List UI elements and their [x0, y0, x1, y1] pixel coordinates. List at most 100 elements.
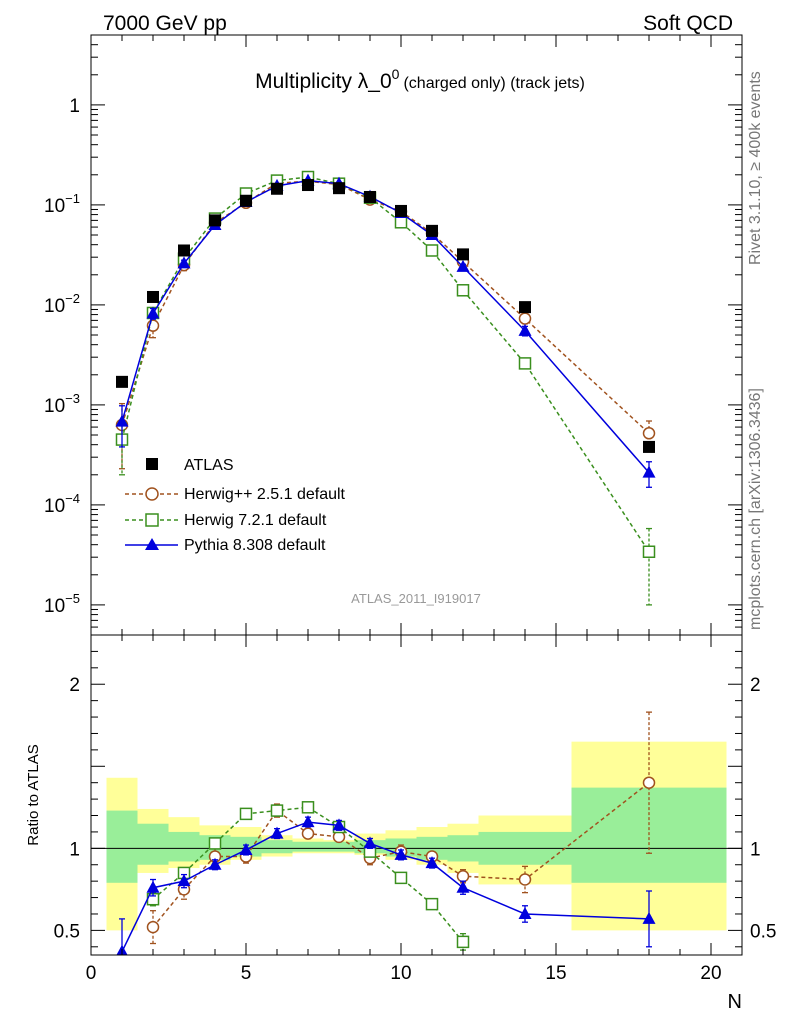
- title-rest: (charged only) (track jets): [403, 75, 584, 92]
- x-tick-label: 0: [86, 963, 97, 984]
- green-band-bin: [323, 841, 355, 852]
- herwigpp-point: [456, 869, 470, 883]
- x-tick-label: 20: [700, 963, 721, 984]
- herwig7-point: [270, 804, 284, 817]
- herwigpp-point: [642, 427, 656, 440]
- pythia-point: [394, 847, 408, 860]
- pythia-point: [115, 414, 129, 427]
- pythia-line: [121, 179, 650, 474]
- analysis-id-label: ATLAS_2011_I919017: [351, 591, 481, 606]
- mcplots-label: mcplots.cern.ch [arXiv:1306.3436]: [747, 388, 764, 630]
- pythia-point: [208, 857, 222, 870]
- y-tick-label: 10−2: [44, 291, 80, 317]
- herwigpp-point: [518, 873, 532, 886]
- atlas-point: [426, 224, 438, 237]
- herwig7-point: [456, 935, 470, 949]
- pythia-point: [177, 874, 191, 887]
- herwig7-point: [456, 284, 470, 297]
- green-band-bin: [261, 840, 293, 854]
- atlas-point: [395, 204, 407, 217]
- pythia-point: [456, 259, 470, 272]
- green-band-bin: [137, 823, 169, 865]
- x-tick-label: 5: [241, 963, 252, 984]
- atlas-point: [457, 248, 469, 261]
- atlas-point: [271, 182, 283, 195]
- ratio-y-tick-label: 1: [69, 839, 80, 860]
- ratio-y-tick-label: 0.5: [54, 921, 80, 942]
- pythia-point: [425, 856, 439, 869]
- x-axis-label: N: [728, 991, 742, 1013]
- chart-title: Multiplicity λ_00(charged only) (track j…: [255, 66, 585, 93]
- uncertainty-bands: [91, 741, 742, 931]
- atlas-point: [240, 194, 252, 207]
- herwigpp-point: [146, 920, 160, 934]
- legend-atlas-marker: [146, 458, 158, 470]
- legend-pythia-marker: [145, 538, 159, 550]
- ratio-y-tick-label: 2: [69, 675, 80, 696]
- herwigpp-point: [301, 827, 315, 840]
- atlas-point: [147, 290, 159, 303]
- legend-herwig7-marker: [145, 513, 159, 527]
- rivet-version-label: Rivet 3.1.10, ≥ 400k events: [747, 71, 764, 265]
- pythia-point: [642, 911, 656, 924]
- pythia-point: [518, 906, 532, 919]
- herwig7-point: [301, 801, 315, 814]
- green-band-bin: [571, 787, 727, 883]
- green-band-bin: [168, 831, 200, 862]
- legend-pythia-label: Pythia 8.308 default: [184, 537, 326, 554]
- atlas-point: [519, 301, 531, 314]
- herwigpp-line: [121, 180, 650, 434]
- herwig7-line: [121, 176, 650, 553]
- pythia-point: [456, 880, 470, 893]
- x-tick-label: 15: [545, 963, 566, 984]
- pythia-point: [301, 815, 315, 828]
- pythia-ratio-line: [121, 821, 650, 953]
- herwig7-point: [425, 897, 439, 911]
- green-band-bin: [106, 810, 138, 883]
- herwig7-point: [425, 244, 439, 257]
- title-main: Multiplicity λ_0: [255, 70, 392, 93]
- pythia-point: [332, 818, 346, 831]
- legend-herwigpp-marker: [145, 487, 159, 501]
- y-tick-label: 10−4: [44, 491, 80, 517]
- pythia-point: [518, 323, 532, 336]
- process-label: Soft QCD: [643, 12, 733, 35]
- pythia-point: [363, 836, 377, 849]
- ratio-y-tick-label-right: 2: [750, 675, 761, 696]
- legend-atlas-label: ATLAS: [184, 457, 234, 474]
- herwig7-point: [394, 216, 408, 229]
- pythia-point: [270, 826, 284, 839]
- energy-label: 7000 GeV pp: [103, 12, 227, 35]
- ratio-plot-series: [116, 711, 656, 955]
- atlas-point: [302, 179, 314, 192]
- legend: ATLAS Herwig++ 2.5.1 default Herwig 7.2.…: [125, 457, 346, 554]
- ratio-axis-label: Ratio to ATLAS: [25, 744, 42, 845]
- atlas-point: [333, 182, 345, 195]
- pythia-point: [239, 842, 253, 855]
- atlas-point: [116, 375, 128, 388]
- ratio-y-tick-label-right: 0.5: [750, 921, 776, 942]
- y-tick-label: 10−3: [44, 391, 80, 417]
- herwig7-point: [394, 871, 408, 885]
- y-tick-label: 10−5: [44, 591, 80, 617]
- atlas-point: [178, 244, 190, 257]
- pythia-point: [146, 880, 160, 893]
- pythia-point: [177, 256, 191, 269]
- title-superscript: 0: [392, 66, 400, 82]
- atlas-point: [209, 214, 221, 227]
- pythia-point: [642, 465, 656, 478]
- y-tick-label: 1: [69, 96, 80, 117]
- herwig7-point: [642, 545, 656, 558]
- pythia-point: [146, 306, 160, 319]
- herwig7-point: [208, 837, 222, 850]
- bottom-plot-frame: [90, 634, 743, 956]
- herwigpp-point: [642, 776, 656, 789]
- atlas-point: [643, 440, 655, 453]
- legend-herwig7-label: Herwig 7.2.1 default: [184, 512, 327, 529]
- x-tick-label: 10: [390, 963, 411, 984]
- herwigpp-point: [518, 312, 532, 325]
- herwig7-point: [518, 357, 532, 370]
- green-band-bin: [292, 841, 324, 852]
- main-plot-series: [115, 170, 656, 606]
